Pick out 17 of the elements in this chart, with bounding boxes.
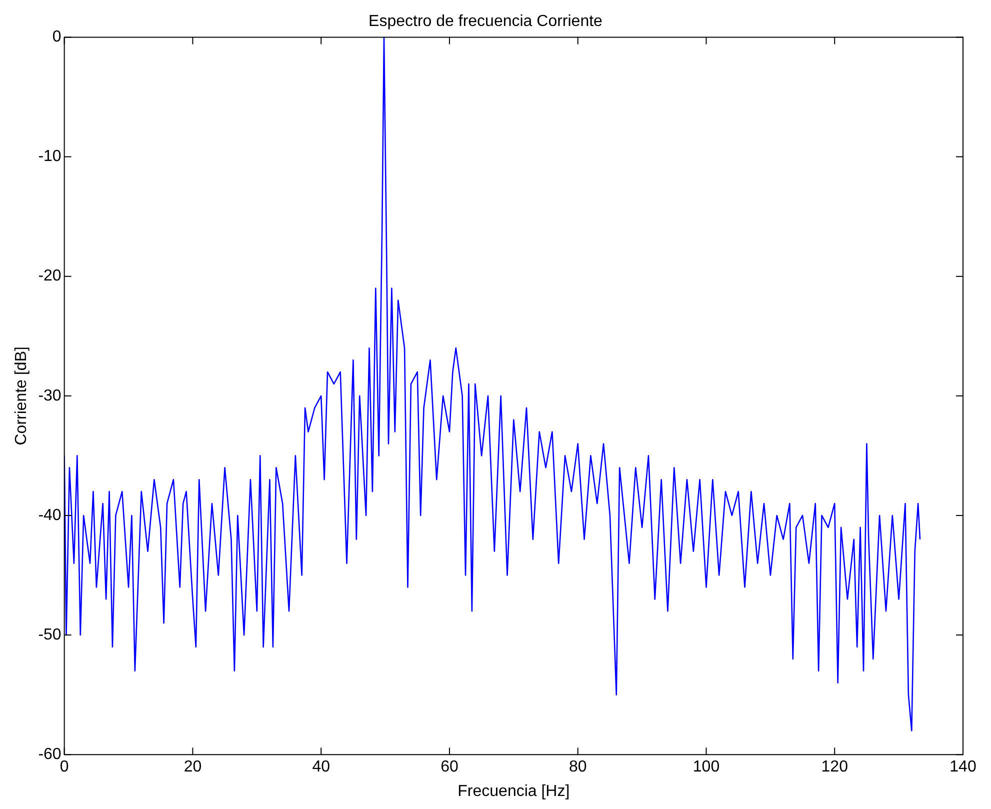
y-tick-label: -40 bbox=[38, 506, 62, 524]
y-tick-label: 0 bbox=[52, 28, 62, 46]
x-tick-label: 60 bbox=[440, 758, 458, 776]
x-tick-label: 40 bbox=[312, 758, 330, 776]
x-tick-label: 120 bbox=[821, 758, 848, 776]
x-tick-label: 80 bbox=[568, 758, 587, 776]
y-tick-label: -30 bbox=[38, 387, 62, 404]
y-tick-label: -60 bbox=[38, 746, 62, 764]
x-tick-label: 20 bbox=[184, 758, 202, 776]
y-tick-label: -10 bbox=[38, 148, 62, 166]
x-axis-title: Frecuencia [Hz] bbox=[458, 782, 570, 800]
chart-title: Espectro de frecuencia Corriente bbox=[368, 13, 603, 30]
y-tick-label: -20 bbox=[38, 268, 62, 285]
x-tick-label: 100 bbox=[692, 758, 720, 776]
y-axis-title: Corriente [dB] bbox=[13, 346, 30, 446]
y-tick-label: -50 bbox=[38, 626, 62, 644]
x-tick-label: 140 bbox=[950, 758, 976, 776]
